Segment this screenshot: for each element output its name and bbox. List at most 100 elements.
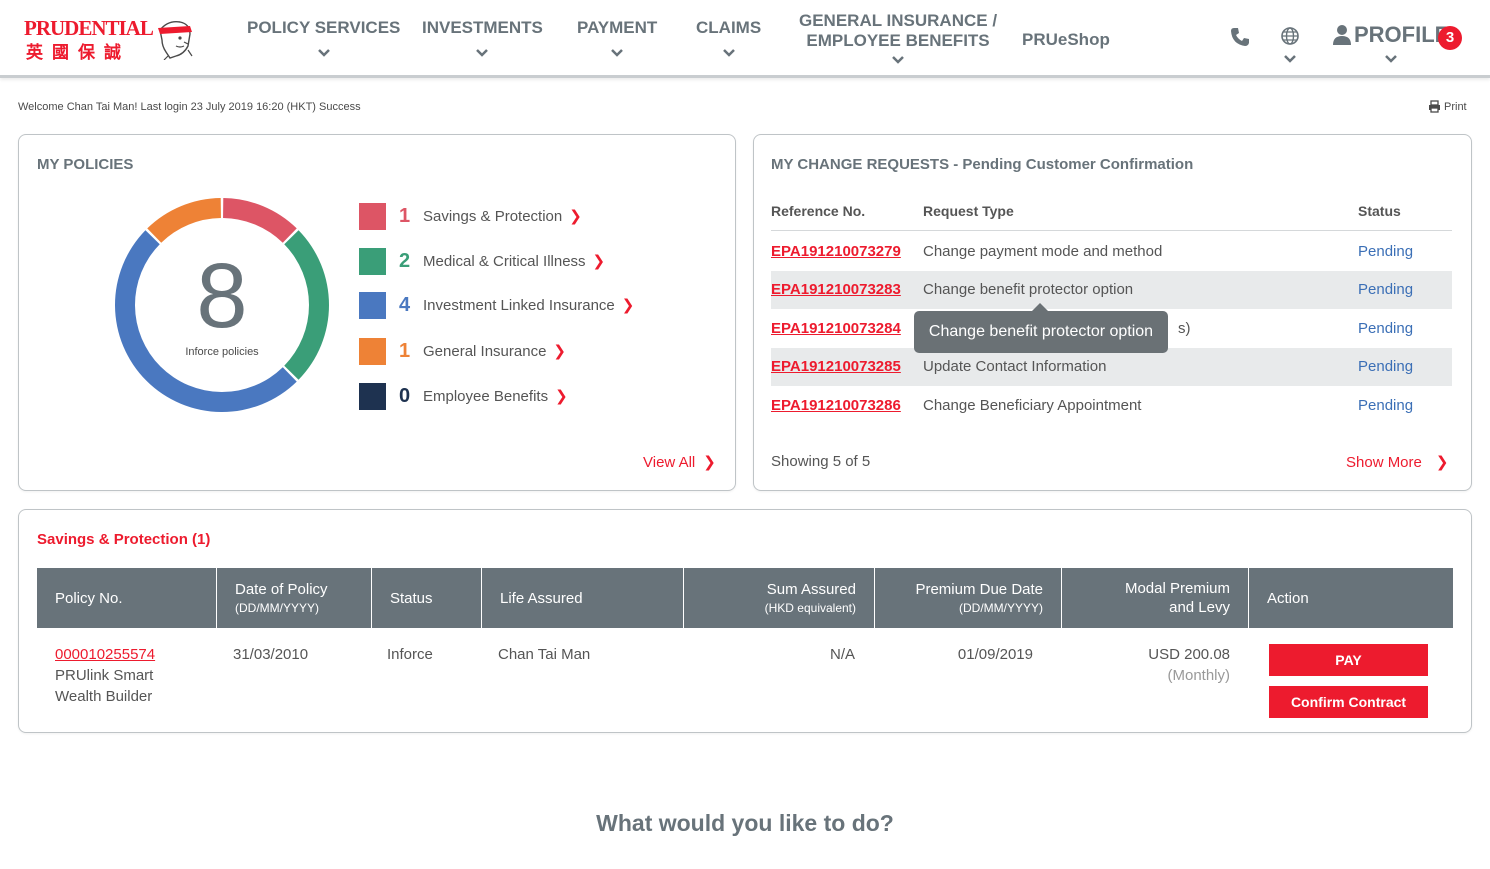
date-of-policy: 31/03/2010 bbox=[233, 646, 309, 663]
column-header-request-type: Request Type bbox=[923, 203, 1014, 219]
legend-swatch bbox=[359, 291, 386, 319]
header-sublabel: (HKD equivalent) bbox=[764, 601, 856, 615]
savings-protection-title: Savings & Protection (1) bbox=[37, 531, 211, 548]
column-header-policy-no: Policy No. bbox=[37, 568, 217, 628]
show-more-link[interactable]: Show More ❯ bbox=[1346, 453, 1449, 472]
nav-label: PRUeShop bbox=[1022, 30, 1110, 49]
donut-slice bbox=[284, 230, 329, 380]
nav-investments[interactable]: INVESTMENTS bbox=[422, 0, 543, 75]
legend-count: 0 bbox=[398, 384, 411, 407]
profile-label: PROFILE bbox=[1354, 22, 1450, 47]
legend-general-insurance[interactable]: 1 General Insurance ❯ bbox=[359, 337, 566, 365]
donut-slice bbox=[223, 198, 297, 243]
profile-menu[interactable]: PROFILE bbox=[1332, 22, 1449, 72]
nav-general-insurance[interactable]: GENERAL INSURANCE / EMPLOYEE BENEFITS bbox=[799, 0, 997, 75]
legend-savings-protection[interactable]: 1 Savings & Protection ❯ bbox=[359, 202, 582, 230]
premium-amount: USD 200.08 bbox=[1148, 646, 1230, 663]
request-type: Change payment mode and method bbox=[923, 243, 1163, 260]
request-type: Update Contact Information bbox=[923, 358, 1107, 375]
legend-count: 1 bbox=[398, 339, 411, 362]
chevron-right-icon: ❯ bbox=[1435, 454, 1449, 471]
policy-status: Inforce bbox=[387, 646, 433, 663]
request-type: Change benefit protector option bbox=[923, 281, 1134, 298]
table-row: EPA191210073285 Update Contact Informati… bbox=[771, 348, 1452, 386]
legend-employee-benefits[interactable]: 0 Employee Benefits ❯ bbox=[359, 382, 568, 410]
legend-swatch bbox=[359, 202, 386, 230]
chevron-down-icon bbox=[1384, 55, 1397, 63]
column-header-status: Status bbox=[1358, 203, 1401, 219]
column-header-status: Status bbox=[372, 568, 482, 628]
prudential-logo[interactable]: PRUDENTIAL 英國保誠 bbox=[24, 16, 194, 62]
status-link[interactable]: Pending bbox=[1358, 281, 1414, 298]
logo-chinese: 英國保誠 bbox=[26, 43, 130, 62]
print-link[interactable]: Print bbox=[1428, 100, 1467, 113]
nav-policy-services[interactable]: POLICY SERVICES bbox=[247, 0, 400, 75]
header-sublabel: (DD/MM/YYYY) bbox=[235, 601, 319, 615]
donut-slice bbox=[147, 198, 221, 243]
logo-face-icon bbox=[158, 20, 193, 60]
column-header-premium-due-date: Premium Due Date (DD/MM/YYYY) bbox=[875, 568, 1062, 628]
total-policies-label: Inforce policies bbox=[185, 346, 259, 358]
chevron-right-icon: ❯ bbox=[555, 388, 568, 405]
policy-number-link[interactable]: 000010255574 bbox=[55, 646, 156, 663]
life-assured: Chan Tai Man bbox=[498, 646, 591, 663]
reference-link[interactable]: EPA191210073283 bbox=[771, 281, 901, 298]
column-header-date: Date of Policy (DD/MM/YYYY) bbox=[217, 568, 372, 628]
modal-premium: USD 200.08 (Monthly) bbox=[1089, 644, 1230, 686]
section-heading: What would you like to do? bbox=[596, 810, 894, 836]
legend-count: 2 bbox=[398, 249, 411, 272]
notification-badge[interactable]: 3 bbox=[1438, 26, 1462, 50]
reference-link[interactable]: EPA191210073286 bbox=[771, 397, 901, 414]
header-label: Sum Assured bbox=[766, 581, 856, 598]
legend-investment-linked[interactable]: 4 Investment Linked Insurance ❯ bbox=[359, 291, 634, 319]
reference-link[interactable]: EPA191210073285 bbox=[771, 358, 901, 375]
nav-claims[interactable]: CLAIMS bbox=[696, 0, 761, 75]
change-requests-card: MY CHANGE REQUESTS - Pending Customer Co… bbox=[753, 134, 1472, 491]
chevron-down-icon bbox=[317, 48, 330, 57]
table-row: EPA191210073286 Change Beneficiary Appoi… bbox=[771, 387, 1452, 425]
header-label: Premium Due Date bbox=[915, 581, 1043, 598]
header-label: Life Assured bbox=[500, 589, 583, 607]
legend-swatch bbox=[359, 337, 386, 365]
request-type-tail: s) bbox=[1178, 320, 1191, 337]
legend-count: 4 bbox=[398, 293, 411, 316]
header-divider bbox=[771, 230, 1452, 231]
table-row: EPA191210073279 Change payment mode and … bbox=[771, 233, 1452, 271]
view-all-link[interactable]: View All ❯ bbox=[643, 453, 716, 472]
pay-button[interactable]: PAY bbox=[1269, 644, 1428, 676]
nav-payment[interactable]: PAYMENT bbox=[577, 0, 657, 75]
legend-medical-critical-illness[interactable]: 2 Medical & Critical Illness ❯ bbox=[359, 247, 605, 275]
total-policies-count: 8 bbox=[196, 245, 248, 347]
header-label: Modal Premium bbox=[1124, 580, 1230, 597]
print-icon bbox=[1429, 100, 1440, 113]
confirm-contract-button[interactable]: Confirm Contract bbox=[1269, 686, 1428, 718]
reference-link[interactable]: EPA191210073279 bbox=[771, 243, 901, 260]
show-more-label: Show More bbox=[1346, 453, 1422, 471]
chevron-down-icon bbox=[476, 48, 489, 57]
status-link[interactable]: Pending bbox=[1358, 358, 1414, 375]
welcome-message: Welcome Chan Tai Man! Last login 23 July… bbox=[18, 101, 361, 113]
nav-label: CLAIMS bbox=[696, 17, 762, 37]
logo-wordmark: PRUDENTIAL bbox=[24, 16, 154, 40]
legend-swatch bbox=[359, 382, 386, 410]
globe-icon bbox=[1281, 27, 1299, 45]
policy-cell: 000010255574 PRUlink Smart Wealth Builde… bbox=[55, 644, 155, 707]
status-link[interactable]: Pending bbox=[1358, 243, 1414, 260]
status-link[interactable]: Pending bbox=[1358, 397, 1414, 414]
policy-table-header: Policy No. Date of Policy (DD/MM/YYYY) S… bbox=[37, 568, 1453, 628]
phone-icon[interactable] bbox=[1229, 26, 1251, 48]
legend-label: Savings & Protection bbox=[423, 207, 563, 225]
savings-protection-card: Savings & Protection (1) Policy No. Date… bbox=[18, 509, 1472, 733]
nav-prueshop[interactable]: PRUeShop bbox=[1022, 0, 1110, 80]
header-label: Policy No. bbox=[55, 589, 123, 607]
user-icon bbox=[1333, 25, 1351, 45]
status-link[interactable]: Pending bbox=[1358, 320, 1414, 337]
view-all-label: View All bbox=[643, 453, 696, 471]
reference-link[interactable]: EPA191210073284 bbox=[771, 320, 901, 337]
premium-frequency: (Monthly) bbox=[1167, 667, 1230, 684]
language-menu[interactable] bbox=[1280, 26, 1300, 64]
chevron-right-icon: ❯ bbox=[569, 208, 582, 225]
product-name-line2: Wealth Builder bbox=[55, 688, 153, 705]
my-policies-title: MY POLICIES bbox=[37, 156, 134, 173]
